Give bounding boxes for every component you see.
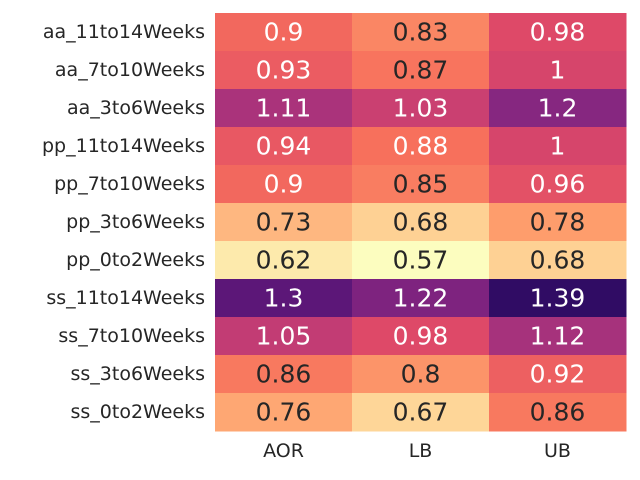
heatmap-cell [352,241,490,280]
column-label: AOR [263,440,304,462]
cell-value-label: 0.57 [393,246,449,275]
cell-value-label: 1.39 [530,284,586,313]
heatmap-cell [352,51,490,90]
cell-value-label: 0.76 [256,398,312,427]
heatmap-cell [489,203,627,242]
cell-value-label: 0.73 [256,208,312,237]
heatmap-cell [352,317,490,356]
heatmap-cell [489,393,627,432]
cell-value-label: 1.03 [393,94,449,123]
heatmap-cell [352,203,490,242]
cell-value-label: 0.93 [256,56,312,85]
cell-value-label: 0.86 [530,398,586,427]
cell-value-label: 0.78 [530,208,586,237]
row-label: aa_11to14Weeks [43,21,205,43]
heatmap-cell [215,393,353,432]
heatmap-cell [215,279,353,318]
row-label: aa_3to6Weeks [67,97,205,119]
cell-value-label: 0.88 [393,132,449,161]
cell-value-label: 1.11 [256,94,312,123]
column-label: LB [409,440,433,462]
row-label: ss_7to10Weeks [58,325,205,347]
cell-value-label: 0.68 [530,246,586,275]
heatmap-cell [352,127,490,166]
heatmap-cell [489,279,627,318]
heatmap-cell [352,89,490,128]
heatmap-cell [352,165,490,204]
row-label: aa_7to10Weeks [55,59,205,81]
heatmap-cell [215,13,353,52]
cell-value-label: 0.62 [256,246,312,275]
heatmap-cell [489,51,627,90]
heatmap-cell [489,13,627,52]
heatmap-cell [352,355,490,394]
heatmap-cell [489,241,627,280]
cell-value-label: 0.86 [256,360,312,389]
heatmap-cell [352,13,490,52]
heatmap-cell [215,51,353,90]
row-label: pp_7to10Weeks [54,173,205,195]
row-label: ss_11to14Weeks [46,287,205,309]
heatmap-cell-labels: 0.9 0.83 0.98 0.93 0.87 1 1.11 1.03 1.2 0.94 0.88 1… [256,18,586,427]
heatmap-cell [352,279,490,318]
cell-value-label: 0.85 [393,170,449,199]
heatmap-cell [215,127,353,166]
heatmap-cell [489,355,627,394]
cell-value-label: 1.05 [256,322,312,351]
heatmap-cell [215,355,353,394]
heatmap-cell [215,165,353,204]
row-labels: aa_11to14Weeks aa_7to10Weeks aa_3to6Weeksp… [42,21,205,423]
cell-value-label: 0.87 [393,56,449,85]
cell-value-label: 0.98 [393,322,449,351]
cell-value-label: 0.83 [393,18,449,47]
row-label: pp_11to14Weeks [42,135,205,157]
row-label: pp_0to2Weeks [66,249,205,271]
cell-value-label: 1.12 [530,322,586,351]
cell-value-label: 0.8 [401,360,441,389]
cell-value-label: 0.9 [264,18,304,47]
cell-value-label: 1 [550,56,566,85]
cell-value-label: 1.2 [538,94,578,123]
column-label: UB [544,440,571,462]
cell-value-label: 0.92 [530,360,586,389]
cell-value-label: 0.98 [530,18,586,47]
column-labels: AOR LB UB [263,440,571,462]
heatmap-cell [215,241,353,280]
cell-value-label: 0.68 [393,208,449,237]
heatmap-cell [215,317,353,356]
heatmap-cells [215,13,627,432]
heatmap-cell [215,203,353,242]
heatmap-cell [215,89,353,128]
heatmap-cell [489,127,627,166]
cell-value-label: 1.3 [264,284,304,313]
row-label: ss_0to2Weeks [70,401,205,423]
cell-value-label: 1 [550,132,566,161]
row-label: pp_3to6Weeks [66,211,205,233]
cell-value-label: 0.67 [393,398,449,427]
cell-value-label: 0.94 [256,132,312,161]
heatmap-cell [489,165,627,204]
row-label: ss_3to6Weeks [70,363,205,385]
heatmap-cell [489,89,627,128]
cell-value-label: 1.22 [393,284,449,313]
heatmap-cell [489,317,627,356]
cell-value-label: 0.9 [264,170,304,199]
cell-value-label: 0.96 [530,170,586,199]
heatmap-cell [352,393,490,432]
